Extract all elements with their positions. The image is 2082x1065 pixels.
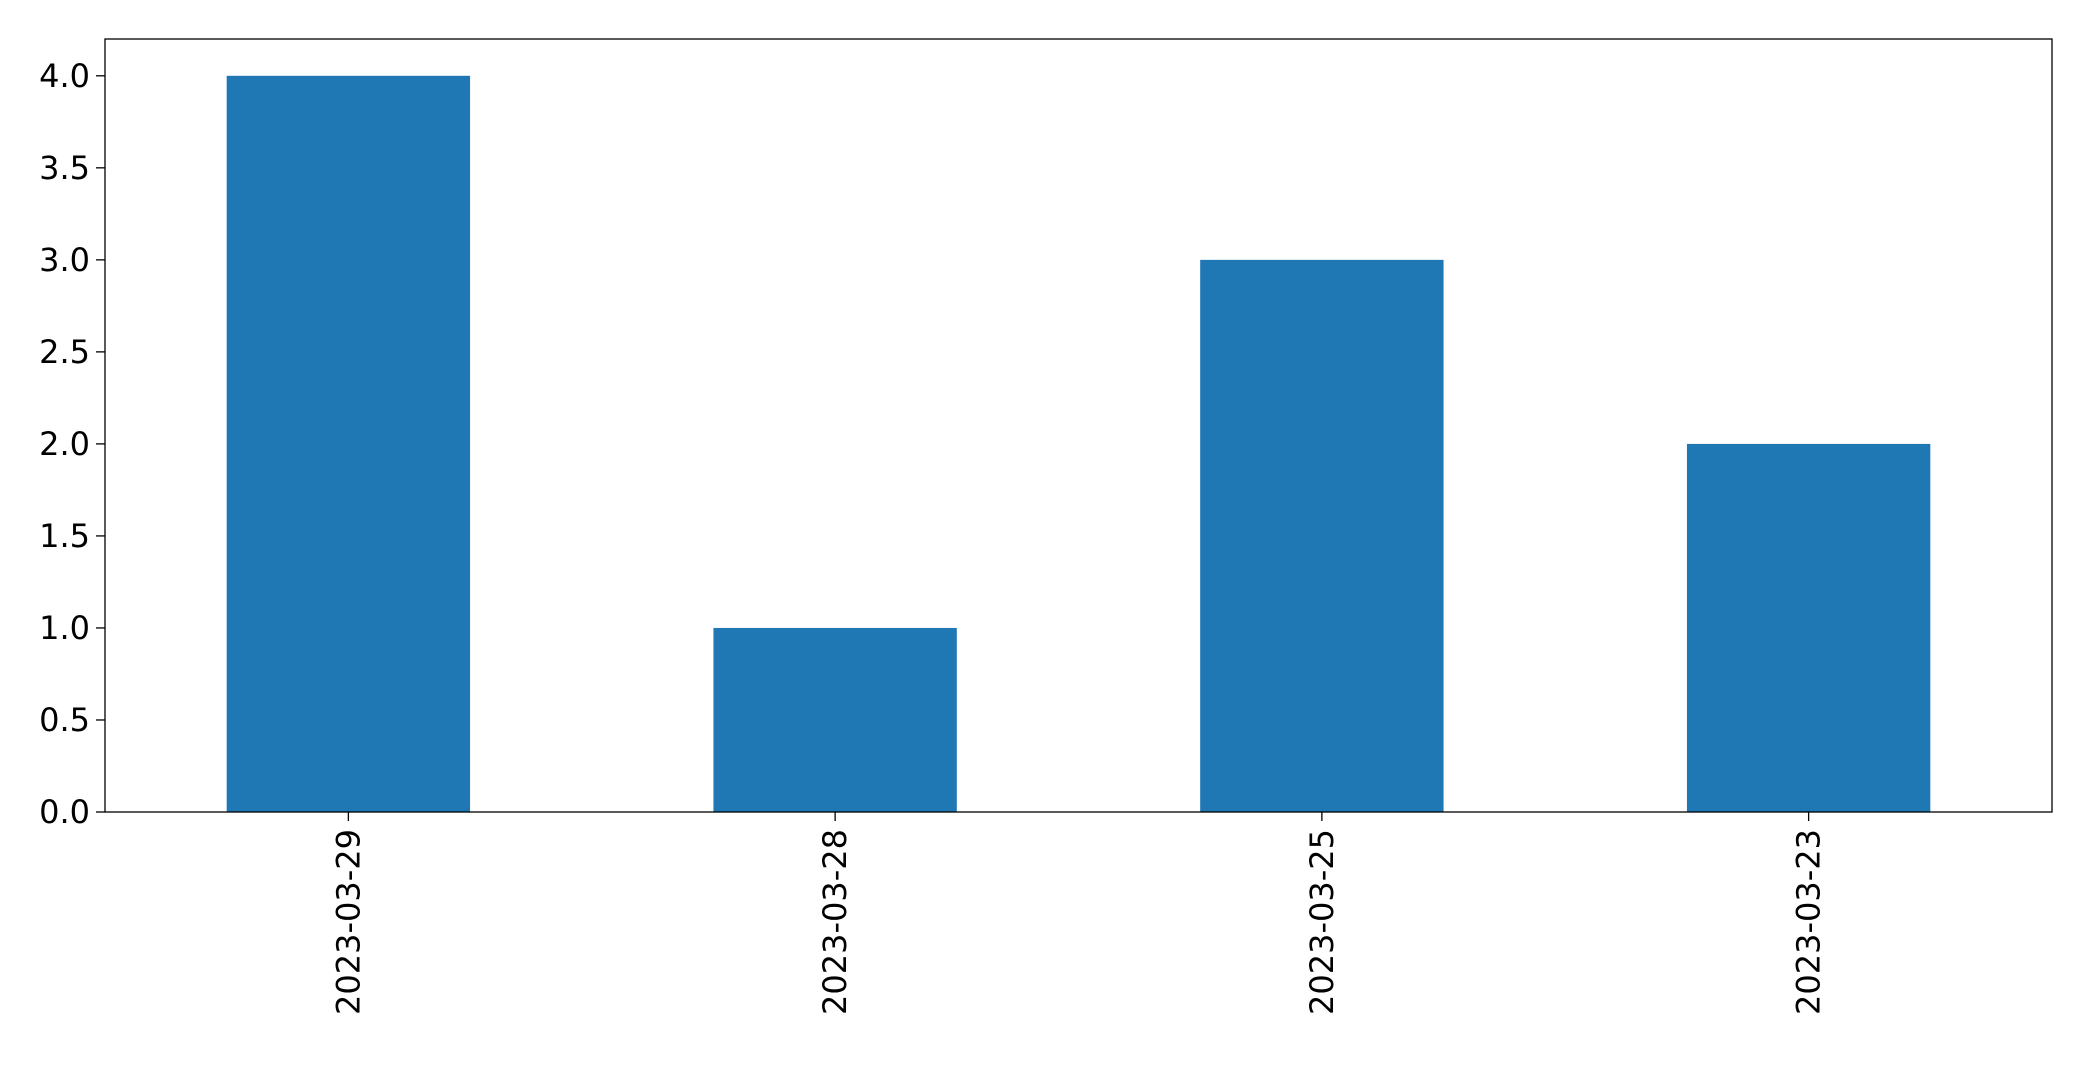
bar-2023-03-25 bbox=[1200, 259, 1444, 812]
y-tick-label: 2.0 bbox=[39, 425, 90, 463]
x-tick-label: 2023-03-25 bbox=[1303, 829, 1341, 1015]
x-tick-label: 2023-03-23 bbox=[1790, 829, 1828, 1015]
y-tick-label: 4.0 bbox=[39, 57, 90, 95]
bar-2023-03-28 bbox=[713, 627, 957, 812]
y-axis: 0.0 0.5 1.0 1.5 2.0 2.5 3.0 3.5 4.0 bbox=[39, 57, 105, 831]
y-tick-label: 1.5 bbox=[39, 517, 90, 555]
y-tick-label: 3.5 bbox=[39, 149, 90, 187]
bar-2023-03-23 bbox=[1686, 443, 1931, 812]
y-tick-label: 0.0 bbox=[39, 793, 90, 831]
x-tick-label: 2023-03-28 bbox=[816, 829, 854, 1015]
bars-layer bbox=[226, 75, 1931, 813]
bar-2023-03-29 bbox=[226, 75, 471, 813]
x-axis: 2023-03-29 2023-03-28 2023-03-25 2023-03-23 bbox=[329, 812, 1828, 1015]
y-tick-label: 2.5 bbox=[39, 333, 90, 371]
y-tick-label: 3.0 bbox=[39, 241, 90, 279]
y-tick-label: 0.5 bbox=[39, 701, 90, 739]
y-tick-label: 1.0 bbox=[39, 609, 90, 647]
x-tick-label: 2023-03-29 bbox=[329, 829, 367, 1015]
plot-area-frame bbox=[104, 38, 2053, 813]
